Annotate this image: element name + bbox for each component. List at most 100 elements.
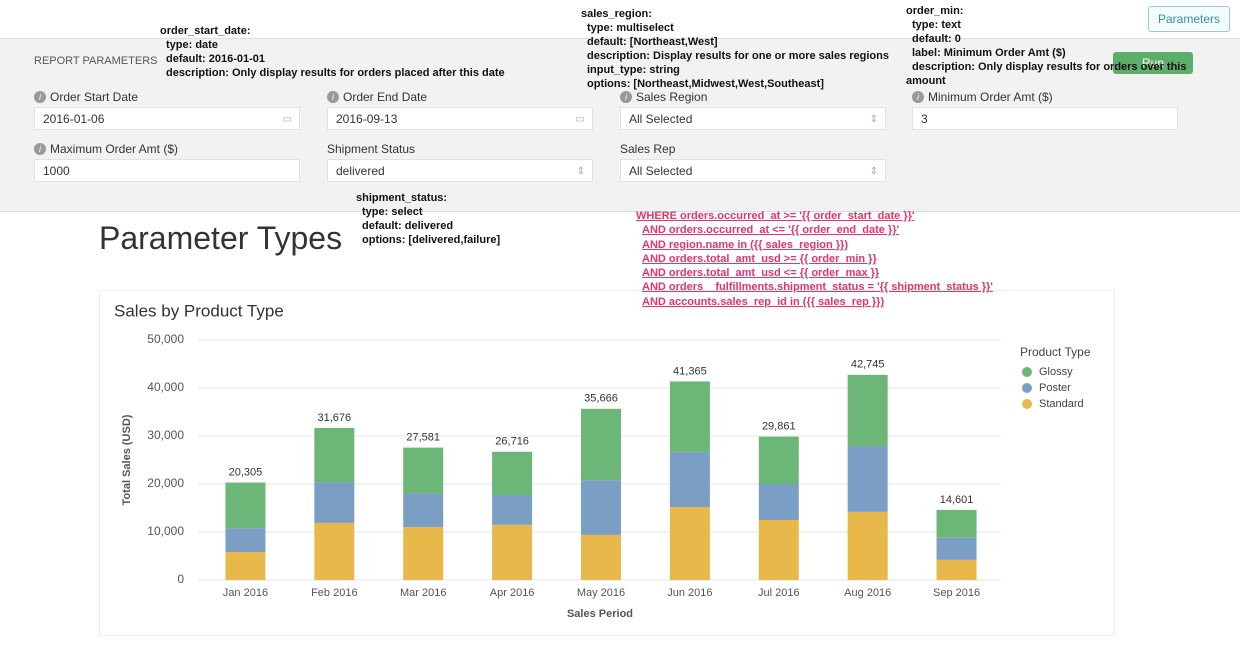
annotation-line: default: 2016-01-01 bbox=[166, 53, 266, 65]
bar-segment bbox=[225, 528, 266, 553]
bar-segment bbox=[669, 451, 710, 508]
y-axis-label: Total Sales (USD) bbox=[121, 414, 133, 505]
total-label: 31,676 bbox=[318, 412, 352, 424]
bar-segment bbox=[758, 520, 799, 580]
total-label: 27,581 bbox=[406, 432, 440, 444]
y-tick-label: 10,000 bbox=[147, 524, 184, 538]
bar-segment bbox=[581, 534, 621, 580]
calendar-icon: ▭ bbox=[282, 114, 292, 125]
annotation-line: options: [Northeast,Midwest,West,Southea… bbox=[587, 78, 824, 90]
total-label: 26,716 bbox=[495, 436, 529, 448]
bar-segment bbox=[403, 493, 444, 528]
annotation: order_min: type: text default: 0 label: Min… bbox=[906, 4, 1186, 88]
field-label: Sales Rep bbox=[620, 142, 675, 156]
y-tick-label: 20,000 bbox=[147, 476, 184, 490]
y-tick-label: 40,000 bbox=[147, 380, 184, 394]
annotation-line: sales_region: bbox=[581, 8, 652, 20]
parameter-panel: REPORT PARAMETERS Run i Order Start Date 2… bbox=[0, 39, 1240, 212]
x-tick-label: Sep 2016 bbox=[933, 587, 980, 599]
chart-card: Sales by Product Type Sales Period Total… bbox=[99, 290, 1115, 636]
field-label: i Order Start Date bbox=[34, 90, 138, 104]
field-label: i Order End Date bbox=[327, 90, 427, 104]
total-label: 20,305 bbox=[229, 466, 263, 478]
field-value: delivered bbox=[336, 164, 385, 178]
top-bar: Parameters bbox=[0, 0, 1240, 39]
field-value: 2016-01-06 bbox=[43, 112, 105, 126]
legend-swatch bbox=[1022, 367, 1032, 377]
field-input[interactable]: 3 bbox=[912, 107, 1178, 130]
annotation: shipment_status: type: select default: del… bbox=[356, 191, 500, 247]
x-axis-label: Sales Period bbox=[567, 608, 633, 620]
field-label-text: Order End Date bbox=[343, 90, 428, 104]
bar-segment bbox=[936, 559, 977, 580]
annotation-line: type: date bbox=[166, 39, 218, 51]
annotation-line: amount bbox=[906, 75, 946, 87]
chart-title: Sales by Product Type bbox=[114, 301, 284, 320]
bar-segment bbox=[581, 480, 621, 535]
field-label-text: Order Start Date bbox=[50, 90, 139, 104]
legend-swatch bbox=[1022, 399, 1032, 409]
field-label-text: Sales Region bbox=[636, 90, 708, 104]
sql-annotation: WHERE orders.occurred_at >= '{{ order_st… bbox=[636, 209, 993, 309]
page-title: Parameter Types bbox=[99, 220, 343, 256]
legend-label: Poster bbox=[1039, 382, 1071, 394]
x-tick-label: Jul 2016 bbox=[758, 587, 800, 599]
sql-line: AND orders.occurred_at <= '{{ order_end_… bbox=[642, 224, 900, 237]
field-input[interactable]: All Selected ⇕ bbox=[620, 159, 886, 182]
annotation-line: default: [Northeast,West] bbox=[587, 36, 718, 48]
field-input[interactable]: 1000 bbox=[34, 159, 300, 182]
field-value: All Selected bbox=[629, 164, 693, 178]
sql-line: AND orders.total_amt_usd <= {{ order_max… bbox=[642, 267, 880, 280]
sql-line: AND accounts.sales_rep_id in ({{ sales_r… bbox=[642, 295, 885, 308]
bar-segment bbox=[758, 436, 799, 484]
bar-segment bbox=[314, 482, 355, 523]
annotation-line: type: multiselect bbox=[587, 22, 674, 34]
run-button[interactable]: Run bbox=[1113, 52, 1193, 74]
bar-segment bbox=[581, 408, 621, 481]
info-icon: i bbox=[34, 91, 46, 103]
annotation-line: order_min: bbox=[906, 5, 964, 17]
x-tick-label: May 2016 bbox=[577, 587, 625, 599]
x-tick-label: Mar 2016 bbox=[400, 587, 446, 599]
bar-segment bbox=[847, 374, 888, 447]
total-label: 35,666 bbox=[584, 393, 618, 405]
bar-segment bbox=[758, 484, 799, 520]
field-value: 2016-09-13 bbox=[336, 112, 398, 126]
y-tick-label: 50,000 bbox=[147, 332, 184, 346]
field-input[interactable]: All Selected ⇕ bbox=[620, 107, 886, 130]
bar-segment bbox=[225, 482, 266, 529]
annotation: order_start_date: type: date default: 2016… bbox=[160, 24, 505, 80]
parameters-button[interactable]: Parameters bbox=[1147, 6, 1230, 32]
bar-segment bbox=[225, 552, 266, 580]
field-value: 1000 bbox=[43, 164, 70, 178]
field-label-text: Shipment Status bbox=[327, 142, 416, 156]
x-tick-label: Feb 2016 bbox=[311, 587, 357, 599]
field-label-text: Minimum Order Amt ($) bbox=[928, 90, 1053, 104]
bar-segment bbox=[492, 495, 533, 525]
field-label: i Sales Region bbox=[620, 90, 707, 104]
legend-title: Product Type bbox=[1020, 345, 1091, 359]
annotation-line: input_type: string bbox=[587, 64, 680, 76]
annotation-line: description: Display results for one or … bbox=[587, 50, 889, 62]
annotation: sales_region: type: multiselect default: [… bbox=[581, 7, 889, 91]
sql-line: AND region.name in ({{ sales_region }}) bbox=[642, 238, 848, 251]
select-arrows: ⇕ bbox=[869, 114, 878, 125]
chart: Sales by Product Type Sales Period Total… bbox=[114, 301, 1091, 620]
field-value: All Selected bbox=[629, 112, 693, 126]
field-input[interactable]: delivered ⇕ bbox=[327, 159, 593, 182]
bar-segment bbox=[847, 511, 888, 580]
select-arrows: ⇕ bbox=[869, 166, 878, 177]
field-label-text: Sales Rep bbox=[620, 142, 676, 156]
field-input[interactable]: 2016-09-13 ▭ bbox=[327, 107, 593, 130]
field-input[interactable]: 2016-01-06 ▭ bbox=[34, 107, 300, 130]
x-tick-label: Aug 2016 bbox=[844, 587, 891, 599]
bar-segment bbox=[936, 537, 977, 560]
legend-label: Glossy bbox=[1039, 366, 1073, 378]
info-icon: i bbox=[620, 91, 632, 103]
annotation-line: description: Only display results for or… bbox=[166, 67, 505, 79]
annotation-line: order_start_date: bbox=[160, 25, 251, 37]
annotation-line: shipment_status: bbox=[356, 192, 448, 204]
total-label: 29,861 bbox=[762, 421, 796, 433]
bar-segment bbox=[492, 524, 533, 580]
